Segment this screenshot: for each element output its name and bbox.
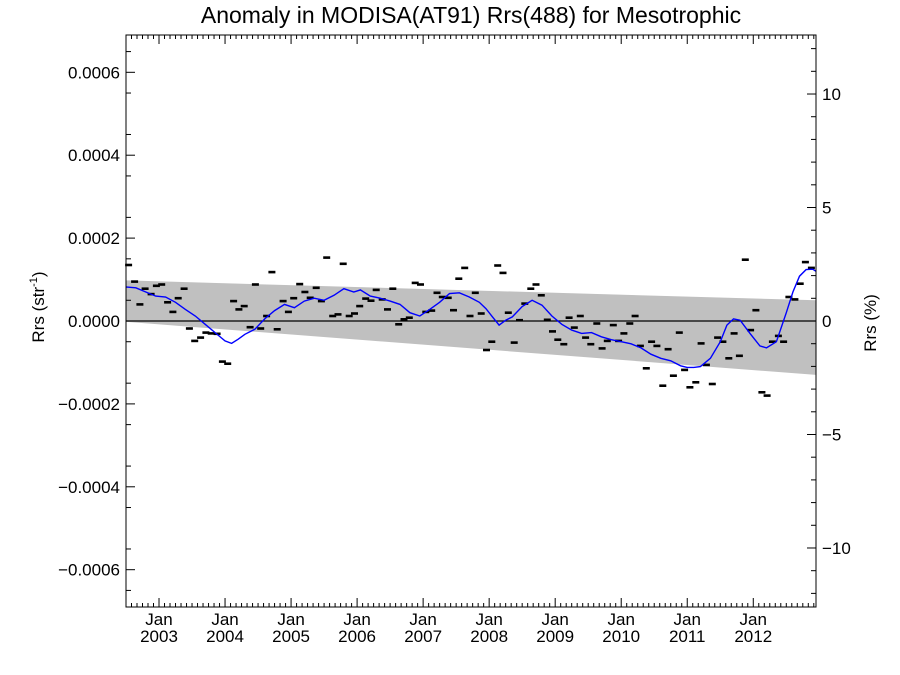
x-tick-label-year: 2007 xyxy=(404,627,442,646)
running-mean-line xyxy=(125,268,817,369)
left-y-axis: −0.0006 −0.0004 −0.0002 0.0000 0.0002 0.0004 0… xyxy=(58,51,135,591)
plot-area xyxy=(125,256,817,397)
x-tick-label-year: 2004 xyxy=(206,627,244,646)
chart-title: Anomaly in MODISA(AT91) Rrs(488) for Mes… xyxy=(201,2,741,28)
left-y-tick-label: 0.0002 xyxy=(68,229,120,248)
x-tick-label-year: 2003 xyxy=(140,627,178,646)
left-y-axis-label: Rrs (str-1) xyxy=(28,271,48,342)
x-tick-label-year: 2012 xyxy=(734,627,772,646)
right-y-axis: −10 −5 0 5 10 xyxy=(807,48,851,594)
right-y-tick-label: 0 xyxy=(822,312,831,331)
x-tick-label-year: 2008 xyxy=(470,627,508,646)
x-tick-label-month: Jan xyxy=(608,610,635,629)
right-y-axis-label: Rrs (%) xyxy=(861,294,880,352)
left-y-tick-label: 0.0006 xyxy=(68,63,120,82)
x-tick-label-month: Jan xyxy=(674,610,701,629)
left-y-tick-label: 0.0000 xyxy=(68,312,120,331)
x-tick-label-month: Jan xyxy=(740,610,767,629)
x-tick-label-month: Jan xyxy=(541,610,568,629)
right-y-tick-label: −10 xyxy=(822,539,851,558)
x-tick-label-month: Jan xyxy=(409,610,436,629)
left-y-axis-label-superscript: -1 xyxy=(28,277,40,287)
x-tick-label-month: Jan xyxy=(145,610,172,629)
left-y-tick-label: −0.0002 xyxy=(58,395,120,414)
left-y-axis-label-text: Rrs (str xyxy=(29,287,48,343)
x-axis: Jan2003Jan2004Jan2005Jan2006Jan2007Jan20… xyxy=(131,35,815,646)
x-tick-label-month: Jan xyxy=(475,610,502,629)
left-y-tick-label: 0.0004 xyxy=(68,146,120,165)
left-y-tick-label: −0.0004 xyxy=(58,478,120,497)
x-tick-label-year: 2010 xyxy=(602,627,640,646)
x-tick-label-year: 2009 xyxy=(536,627,574,646)
x-tick-label-month: Jan xyxy=(277,610,304,629)
x-tick-label-month: Jan xyxy=(343,610,370,629)
right-y-tick-label: 10 xyxy=(822,85,841,104)
right-y-tick-label: −5 xyxy=(822,425,841,444)
x-tick-label-month: Jan xyxy=(211,610,238,629)
x-tick-label-year: 2006 xyxy=(338,627,376,646)
left-y-tick-label: −0.0006 xyxy=(58,561,120,580)
right-y-tick-label: 5 xyxy=(822,199,831,218)
x-tick-label-year: 2005 xyxy=(272,627,310,646)
trend-band xyxy=(126,280,816,375)
x-tick-label-year: 2011 xyxy=(669,627,706,646)
left-y-axis-label-close: ) xyxy=(29,271,48,277)
